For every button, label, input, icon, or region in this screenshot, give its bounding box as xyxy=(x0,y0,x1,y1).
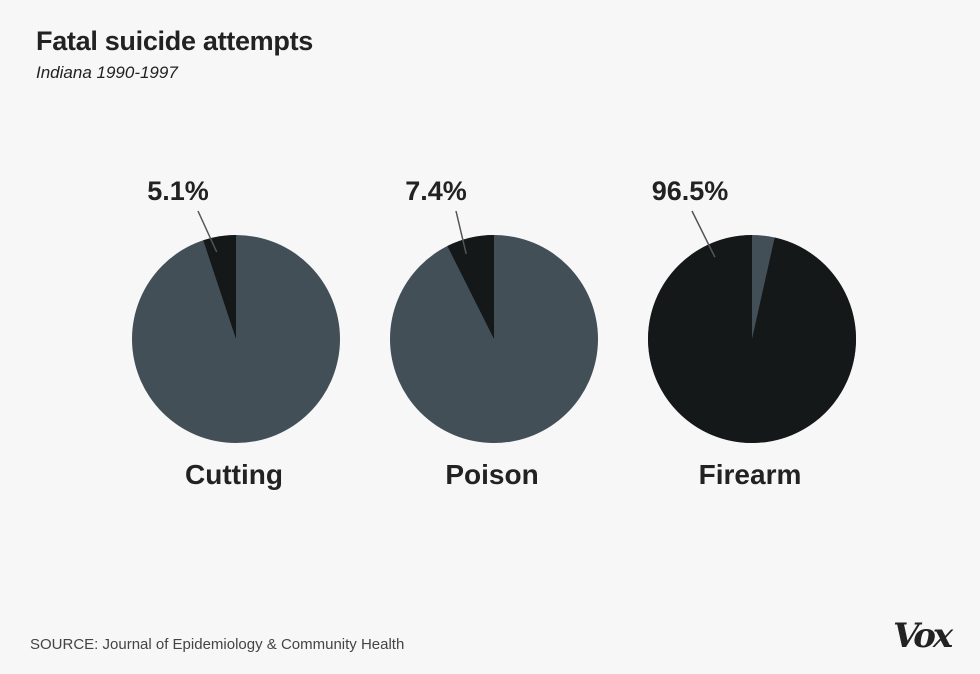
category-label-firearm: Firearm xyxy=(699,459,802,490)
leader-line-poison xyxy=(455,210,467,255)
leader-line-cutting xyxy=(197,210,218,253)
chart-title: Fatal suicide attempts xyxy=(36,26,313,56)
chart-subtitle: Indiana 1990-1997 xyxy=(36,63,178,82)
source-note: SOURCE: Journal of Epidemiology & Commun… xyxy=(30,636,405,653)
data-label-poison: 7.4% xyxy=(405,176,467,206)
data-label-firearm: 96.5% xyxy=(652,176,729,206)
category-label-poison: Poison xyxy=(445,459,538,490)
data-label-cutting: 5.1% xyxy=(147,176,209,206)
category-label-cutting: Cutting xyxy=(185,459,283,490)
vox-logo: Vox xyxy=(893,616,953,656)
pie-firearm-fatal-slice xyxy=(648,235,857,444)
pie-poison-fatal-slice xyxy=(447,235,494,339)
leader-line-firearm xyxy=(691,210,716,258)
pie-cutting-fatal-slice xyxy=(203,235,236,339)
